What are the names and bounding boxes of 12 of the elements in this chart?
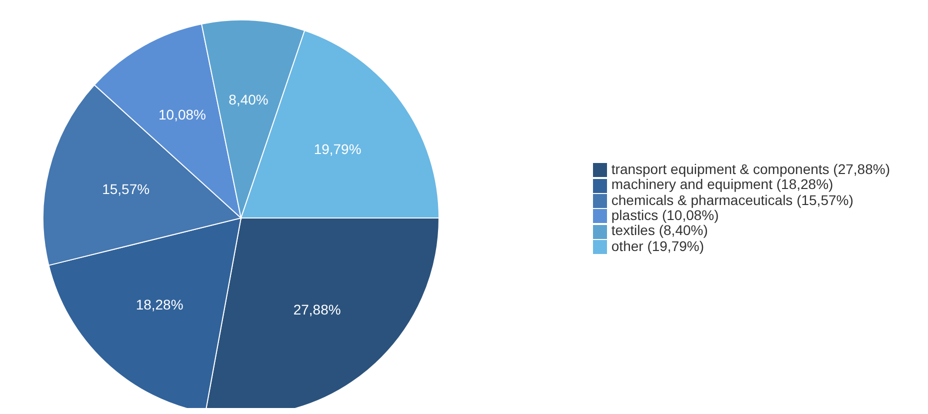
legend-label: textiles (8,40%) <box>611 222 708 238</box>
data-label: 15,57% <box>102 180 150 197</box>
data-label: 10,08% <box>158 106 206 123</box>
legend-label: machinery and equipment (18,28%) <box>611 176 834 192</box>
legend-label: other (19,79%) <box>611 238 704 254</box>
data-label: 8,40% <box>228 91 268 108</box>
legend-label: transport equipment & components (27,88%) <box>611 161 890 178</box>
legend-label: chemicals & pharmaceuticals (15,57%) <box>611 192 854 208</box>
legend-label: plastics (10,08%) <box>611 207 719 223</box>
data-label: 27,88% <box>293 301 341 318</box>
data-label: 19,79% <box>314 140 362 157</box>
data-label: 18,28% <box>136 296 184 312</box>
